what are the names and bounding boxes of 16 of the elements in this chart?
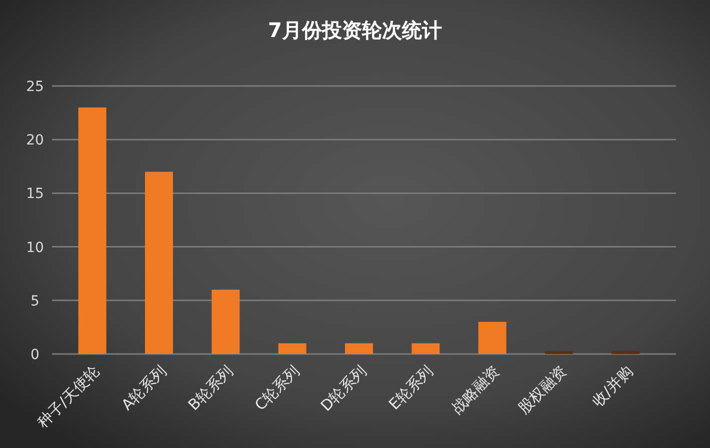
x-tick-label: 股权融资 (514, 362, 570, 418)
y-tick-label: 10 (26, 240, 44, 256)
y-tick-label: 25 (26, 79, 44, 95)
x-tick-label: 种子/天使轮 (34, 362, 104, 432)
y-tick-label: 15 (26, 186, 44, 202)
y-tick-label: 20 (26, 132, 44, 149)
x-tick-label: E轮系列 (385, 362, 436, 414)
x-tick-label: 战略融资 (448, 362, 504, 418)
chart-title: 7月份投资轮次统计 (268, 18, 442, 42)
y-tick-label: 5 (30, 293, 40, 310)
y-tick-label: 0 (30, 347, 40, 363)
x-tick-label: D轮系列 (317, 362, 370, 415)
x-tick-label: B轮系列 (184, 362, 236, 414)
x-tick-label: 收/并购 (588, 362, 636, 410)
x-tick-label: A轮系列 (118, 362, 170, 414)
x-tick-label: C轮系列 (251, 362, 304, 414)
